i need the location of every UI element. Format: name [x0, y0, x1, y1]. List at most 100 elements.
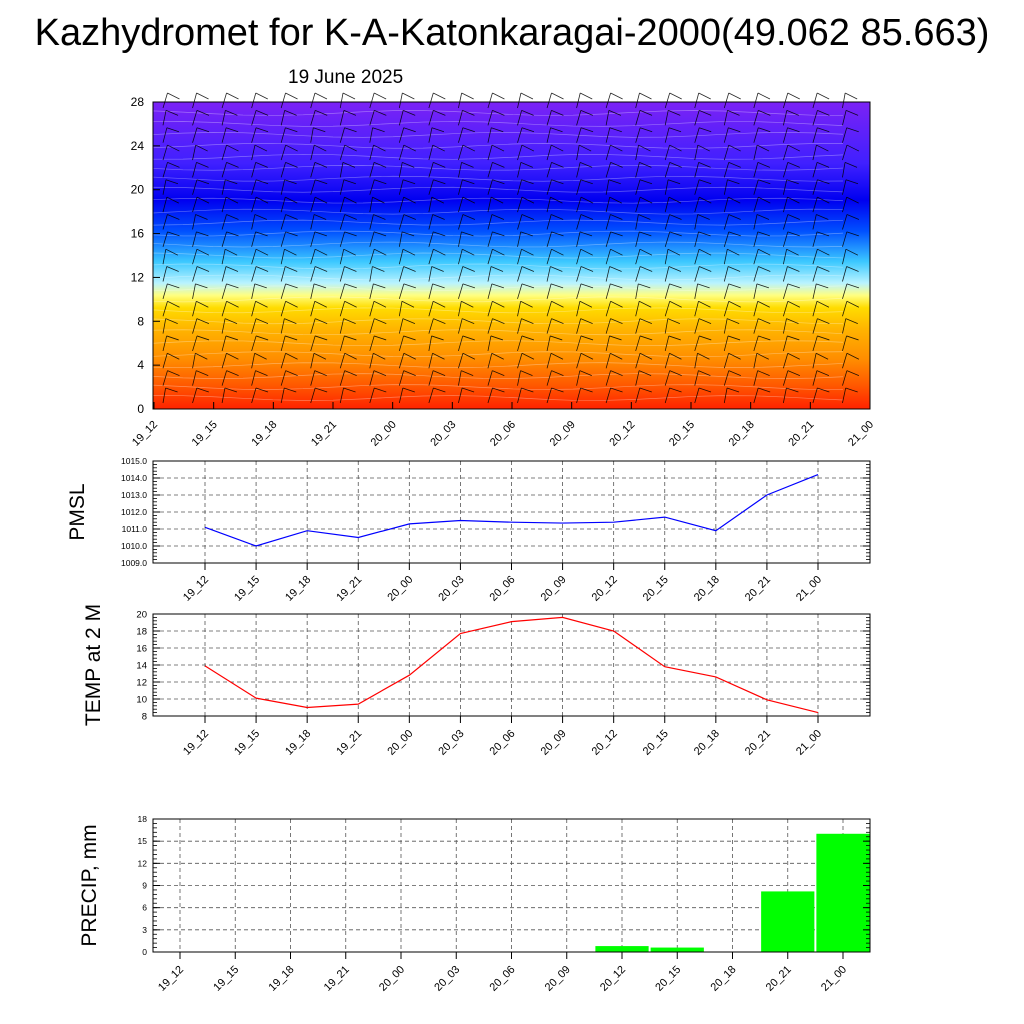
wind-barb	[753, 352, 769, 369]
wind-barb	[546, 370, 564, 386]
wind-barb	[605, 335, 622, 352]
wind-barb	[458, 300, 474, 317]
wind-barb	[812, 196, 830, 213]
wind-barb	[546, 335, 563, 352]
wind-barb	[782, 370, 801, 386]
wind-barb	[782, 387, 799, 404]
wind-barb	[546, 127, 563, 143]
profile-contour	[152, 318, 844, 325]
wind-barb	[664, 127, 682, 143]
profile-y-tick-label: 12	[131, 270, 145, 284]
temp-y-tick-label: 12	[136, 677, 147, 688]
wind-barb	[280, 335, 298, 352]
wind-barb	[546, 248, 564, 265]
profile-contour	[152, 362, 844, 368]
wind-barb	[605, 283, 623, 299]
pmsl-y-tick-label: 1009.0	[121, 558, 147, 568]
wind-barb	[310, 283, 327, 299]
wind-barb	[842, 231, 859, 247]
wind-barb	[280, 231, 298, 247]
wind-barb	[280, 179, 297, 195]
wind-barb	[842, 214, 860, 230]
wind-barb	[339, 266, 357, 282]
wind-barb	[546, 352, 564, 369]
pmsl-y-tick-label: 1015.0	[121, 456, 147, 466]
wind-barb	[398, 318, 416, 334]
wind-barb	[398, 127, 416, 143]
wind-barb	[162, 144, 180, 161]
profile-x-tick-label: 20_12	[607, 419, 637, 449]
wind-barb	[694, 162, 711, 178]
wind-barb	[280, 196, 298, 213]
wind-barb	[782, 92, 800, 109]
wind-barb	[192, 179, 210, 195]
wind-barb	[280, 300, 298, 317]
wind-barb	[369, 214, 386, 230]
wind-barb	[576, 162, 593, 178]
wind-barb	[517, 179, 534, 195]
wind-barb	[576, 387, 593, 404]
profile-x-tick-label: 19_15	[190, 419, 220, 449]
pmsl-x-tick-label: 19_21	[334, 574, 364, 604]
wind-barb	[221, 144, 239, 161]
profile-y-tick-label: 24	[131, 139, 145, 153]
wind-barb	[605, 370, 623, 386]
wind-barb	[280, 318, 297, 334]
temp-x-tick-label: 20_12	[590, 728, 620, 758]
wind-barb	[251, 283, 267, 299]
wind-barb	[635, 231, 652, 247]
wind-barb	[694, 231, 711, 247]
precip-x-tick-label: 19_15	[211, 964, 241, 994]
wind-barb	[339, 109, 357, 126]
profile-contour	[152, 219, 844, 226]
wind-barb	[162, 335, 179, 352]
wind-barb	[487, 144, 505, 161]
wind-barb	[162, 248, 179, 265]
wind-barb	[251, 179, 269, 195]
profile-x-tick-label: 19_21	[309, 419, 339, 449]
wind-barb	[369, 387, 387, 404]
wind-barb	[753, 283, 770, 299]
wind-barb	[812, 318, 830, 334]
profile-contour	[152, 296, 844, 303]
wind-barb	[605, 266, 622, 282]
profile-contour	[152, 252, 844, 259]
wind-barb	[576, 179, 593, 195]
wind-barb	[723, 370, 741, 386]
wind-barb	[842, 92, 858, 109]
wind-barb	[162, 92, 180, 109]
wind-barb	[842, 144, 860, 161]
wind-barb	[221, 300, 239, 317]
wind-barb	[280, 387, 297, 404]
wind-barb	[192, 370, 209, 386]
wind-barb	[251, 196, 269, 213]
precip-y-tick-label: 6	[142, 903, 147, 913]
precip-y-tick-label: 3	[142, 925, 147, 935]
wind-barb	[517, 214, 535, 230]
wind-barb	[576, 248, 593, 265]
wind-barb	[458, 162, 474, 178]
wind-barb	[428, 196, 445, 213]
wind-barb	[723, 127, 741, 143]
wind-barb	[842, 266, 859, 282]
wind-barb	[753, 92, 771, 109]
wind-barb	[221, 214, 239, 230]
wind-barb	[546, 179, 564, 195]
wind-barb	[339, 179, 356, 195]
wind-barb	[842, 335, 859, 352]
profile-contour	[152, 175, 844, 182]
wind-barb	[812, 300, 830, 317]
wind-barb	[221, 92, 239, 109]
wind-barb	[664, 335, 681, 352]
wind-barb	[428, 352, 445, 369]
wind-barb	[576, 144, 592, 161]
wind-barb	[162, 370, 180, 386]
wind-barb	[458, 144, 476, 161]
wind-barb	[398, 144, 417, 161]
wind-barb	[517, 352, 535, 369]
wind-barb	[398, 214, 416, 230]
temp-y-axis-title: TEMP at 2 M	[82, 604, 105, 726]
temp-y-tick-label: 20	[136, 609, 147, 620]
wind-barb	[192, 335, 210, 352]
